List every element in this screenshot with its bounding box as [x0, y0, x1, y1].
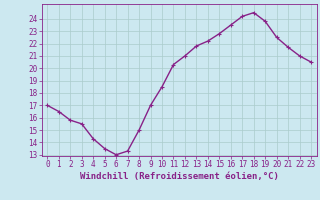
X-axis label: Windchill (Refroidissement éolien,°C): Windchill (Refroidissement éolien,°C)	[80, 172, 279, 181]
